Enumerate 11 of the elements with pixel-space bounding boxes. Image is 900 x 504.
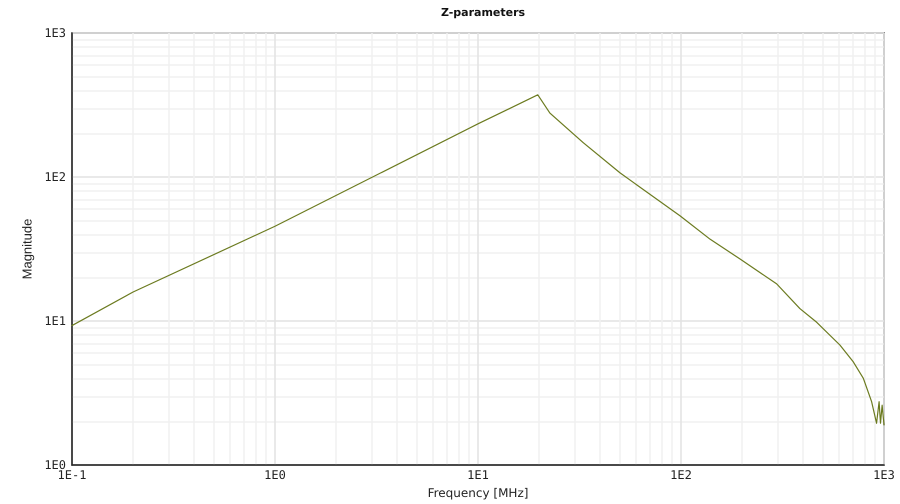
x-axis-title: Frequency [MHz] xyxy=(428,486,528,500)
chart-title: Z-parameters xyxy=(440,6,526,19)
x-tick-label: 1E-1 xyxy=(58,468,86,482)
y-axis-title: Magnitude xyxy=(19,218,34,280)
y-tick-label: 1E2 xyxy=(44,170,66,184)
x-tick-label: 1E2 xyxy=(670,468,692,482)
x-tick-label: 1E3 xyxy=(873,468,895,482)
x-tick-label: 1E0 xyxy=(264,468,286,482)
x-tick-label: 1E1 xyxy=(467,468,489,482)
y-tick-label: 1E3 xyxy=(44,26,66,40)
y-tick-label: 1E1 xyxy=(44,314,66,328)
